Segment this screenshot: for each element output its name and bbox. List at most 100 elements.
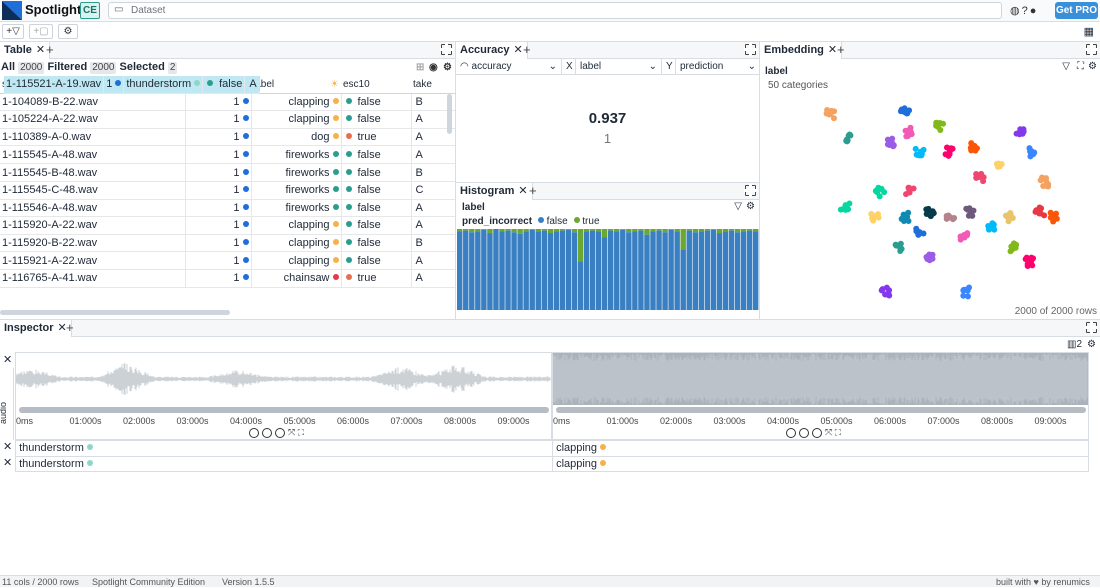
table-cell[interactable]: 1 (184, 128, 251, 147)
table-row[interactable]: 1-115545-A-48.wav 1 fireworks false A (0, 146, 455, 165)
histogram-bar-true[interactable] (535, 229, 541, 232)
histogram-bar-false[interactable] (499, 231, 505, 310)
table-cell[interactable]: 1 (184, 216, 251, 235)
close-icon[interactable]: ✕ (513, 44, 523, 56)
table-row[interactable]: 1-115545-C-48.wav 1 fireworks false C (0, 181, 455, 200)
column-header-esc10[interactable]: esc10 (341, 76, 411, 94)
histogram-bar-false[interactable] (692, 232, 698, 310)
histogram-bar-false[interactable] (505, 230, 511, 310)
embedding-point[interactable] (907, 128, 914, 135)
loop-icon[interactable]: ⤧ (288, 427, 296, 437)
table-cell[interactable]: false (340, 234, 411, 253)
table-row[interactable]: 1-115920-B-22.wav 1 clapping false B (0, 234, 455, 253)
filter-icon[interactable]: ▽ (1062, 61, 1070, 72)
histogram-bar-false[interactable] (541, 230, 547, 310)
histogram-bar-false[interactable] (716, 233, 723, 310)
table-row[interactable]: 1-115546-A-48.wav 1 fireworks false A (0, 199, 455, 218)
histogram-bar-true[interactable] (746, 229, 753, 231)
histogram-bar-false[interactable] (571, 232, 578, 310)
audio-player-left[interactable]: 0ms 01:000s 02:000s 03:000s 04:000s 05:000s 06… (15, 352, 552, 440)
embedding-point[interactable] (914, 151, 921, 158)
filter-selected[interactable]: Selected 2 (119, 61, 178, 74)
histogram-bar-true[interactable] (523, 229, 529, 232)
embedding-point[interactable] (1047, 214, 1054, 221)
histogram-bar-false[interactable] (523, 231, 529, 310)
histogram-bar-false[interactable] (620, 229, 626, 310)
close-icon[interactable]: ✕ (518, 185, 528, 197)
table-cell[interactable]: 1-104089-B-22.wav (0, 93, 185, 112)
embedding-point[interactable] (1040, 183, 1047, 190)
table-row[interactable]: 1-116765-A-41.wav 1 chainsaw true A (0, 269, 455, 288)
histogram-bar-false[interactable] (529, 229, 535, 310)
fit-icon[interactable]: ⛶ (1077, 61, 1084, 72)
maximize-icon[interactable] (744, 184, 757, 197)
histogram-bar-false[interactable] (589, 230, 596, 310)
histogram-bar-false[interactable] (680, 249, 686, 310)
embedding-point[interactable] (966, 212, 973, 219)
embedding-point[interactable] (902, 127, 909, 134)
histogram-bar-false[interactable] (626, 232, 632, 310)
histogram-bar-true[interactable] (710, 229, 717, 230)
embedding-point[interactable] (1013, 241, 1020, 248)
settings-icon[interactable]: ⚙ (443, 62, 452, 73)
table-cell[interactable]: fireworks (250, 199, 341, 218)
histogram-bar-true[interactable] (668, 229, 674, 230)
histogram-bar-true[interactable] (499, 229, 505, 232)
stop-icon[interactable] (275, 427, 285, 438)
loop-icon[interactable]: ⤧ (825, 427, 833, 437)
embedding-point[interactable] (998, 161, 1005, 168)
table-cell[interactable]: A (410, 110, 455, 129)
embedding-point[interactable] (900, 218, 907, 225)
embedding-point[interactable] (915, 231, 922, 238)
histogram-bar-true[interactable] (686, 229, 692, 231)
table-cell[interactable]: 1 (184, 163, 251, 182)
table-cell[interactable]: 1 (184, 234, 251, 253)
waveform-left[interactable] (16, 353, 551, 405)
table-cell[interactable]: false (340, 216, 411, 235)
tab-table[interactable]: Table ✕ (0, 42, 51, 59)
embedding-point[interactable] (893, 242, 900, 249)
table-cell[interactable]: A (410, 269, 455, 288)
table-row[interactable]: 1-115920-A-22.wav 1 clapping false A (0, 216, 455, 235)
settings-icon[interactable]: ⚙ (1088, 61, 1097, 72)
embedding-point[interactable] (990, 223, 997, 230)
histogram-bar-true[interactable] (614, 229, 620, 232)
add-tab-icon[interactable]: + (837, 42, 845, 57)
table-cell[interactable]: 1-115545-A-48.wav (0, 146, 185, 165)
embedding-point[interactable] (934, 122, 941, 129)
embedding-point[interactable] (906, 107, 913, 114)
close-icon[interactable]: ✕ (57, 322, 67, 334)
tab-histogram[interactable]: Histogram ✕ (456, 183, 533, 200)
histogram-bar-true[interactable] (601, 229, 608, 238)
embedding-point[interactable] (844, 137, 851, 144)
histogram-bar-false[interactable] (595, 231, 602, 310)
table-cell[interactable]: B (410, 93, 455, 112)
waveform-right[interactable] (553, 353, 1088, 405)
histogram-bar-true[interactable] (559, 229, 566, 231)
play-circle-icon[interactable] (786, 427, 796, 438)
embedding-point[interactable] (889, 135, 896, 142)
embedding-point[interactable] (945, 152, 952, 159)
table-cell[interactable]: A (410, 199, 455, 218)
histogram-bar-false[interactable] (469, 232, 475, 310)
column-header-take[interactable]: take (411, 76, 455, 94)
table-cell[interactable]: false (340, 110, 411, 129)
histogram-bar-false[interactable] (565, 229, 572, 310)
histogram-bar-true[interactable] (487, 229, 493, 234)
maximize-icon[interactable] (1085, 43, 1098, 56)
y-select[interactable]: prediction ⌄ (680, 61, 756, 72)
histogram-bar-false[interactable] (553, 231, 560, 310)
histogram-bar-true[interactable] (553, 229, 560, 232)
embedding-point[interactable] (889, 140, 896, 147)
embedding-point[interactable] (1019, 130, 1026, 137)
histogram-bar-true[interactable] (517, 229, 523, 234)
embedding-point[interactable] (970, 207, 977, 214)
histogram-bar-true[interactable] (722, 229, 729, 232)
tab-embedding[interactable]: Embedding ✕ (760, 42, 843, 59)
embedding-point[interactable] (964, 206, 971, 213)
embedding-point[interactable] (828, 109, 835, 116)
histogram-bar-false[interactable] (463, 230, 469, 310)
histogram-bar-false[interactable] (746, 230, 753, 310)
table-cell[interactable]: A (410, 128, 455, 147)
histogram-bar-true[interactable] (734, 229, 741, 233)
